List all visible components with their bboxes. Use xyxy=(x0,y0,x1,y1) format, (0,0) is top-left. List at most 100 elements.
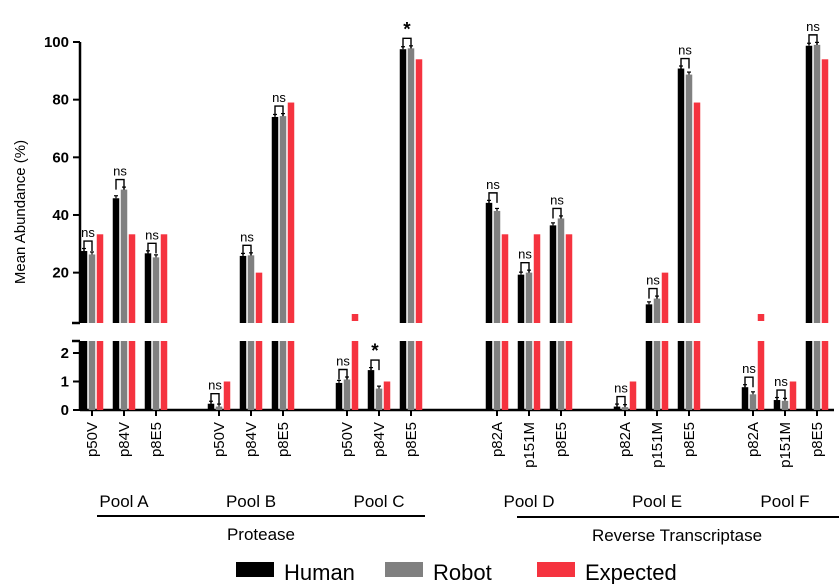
significance-bracket xyxy=(274,105,284,117)
bar xyxy=(645,304,653,323)
pool-label: Pool F xyxy=(760,492,809,511)
bar xyxy=(80,341,88,410)
bar xyxy=(407,48,415,324)
bar xyxy=(367,370,375,410)
y-tick-label: 2 xyxy=(61,345,69,362)
bar xyxy=(805,341,813,410)
significance-bracket xyxy=(648,287,658,299)
significance-label: ns xyxy=(646,273,660,288)
bar xyxy=(813,341,821,410)
bar xyxy=(549,225,557,323)
significance-label: ns xyxy=(806,19,820,34)
bar xyxy=(565,234,573,323)
bar xyxy=(383,381,391,410)
legend-swatch xyxy=(236,562,274,577)
pool-label: Pool A xyxy=(99,492,149,511)
bar xyxy=(399,49,407,324)
axes: 20 40 60 80 100 0 1 2 Mean Abundance (%) xyxy=(12,34,834,419)
pool-label: Pool B xyxy=(226,492,276,511)
bar xyxy=(112,198,120,323)
y-axis-title: Mean Abundance (%) xyxy=(12,140,29,284)
significance-bracket xyxy=(488,192,498,203)
bar xyxy=(128,234,136,323)
x-tick-label: p151M xyxy=(777,422,794,468)
bar xyxy=(207,403,215,410)
legend-label: Expected xyxy=(585,560,677,584)
bar xyxy=(677,68,685,324)
bar xyxy=(96,341,104,410)
significance-bracket xyxy=(776,389,786,401)
bar xyxy=(279,341,287,410)
bar xyxy=(415,59,423,323)
bar xyxy=(557,218,565,323)
bar xyxy=(549,341,557,410)
y-tick-label: 1 xyxy=(61,374,69,391)
bar xyxy=(399,341,407,410)
significance-bracket xyxy=(242,244,252,256)
bar xyxy=(96,234,104,323)
significance-bracket xyxy=(402,37,412,49)
y-tick-label: 80 xyxy=(52,92,69,109)
bar xyxy=(533,341,541,410)
bar xyxy=(653,341,661,410)
bar xyxy=(677,341,685,410)
significance-label: ns xyxy=(550,192,564,207)
y-tick-label: 20 xyxy=(52,265,69,282)
x-tick-label: p84V xyxy=(116,422,133,457)
significance-label: ns xyxy=(272,90,286,105)
bar xyxy=(415,341,423,410)
significance-bracket xyxy=(520,261,530,273)
bar xyxy=(621,407,629,410)
bar xyxy=(160,341,168,410)
legend-label: Robot xyxy=(433,560,492,584)
significance-bracket xyxy=(552,207,562,219)
bar xyxy=(287,341,295,410)
bar xyxy=(501,234,509,323)
legend-label: Human xyxy=(284,560,355,584)
bar xyxy=(693,341,701,410)
bar xyxy=(661,341,669,410)
bar xyxy=(128,341,136,410)
pool-label: Pool E xyxy=(632,492,682,511)
bar xyxy=(152,257,160,323)
bar xyxy=(493,341,501,410)
bar xyxy=(112,341,120,410)
significance-bracket xyxy=(616,395,626,407)
x-tick-label: p50V xyxy=(211,422,228,457)
bar xyxy=(741,387,749,410)
group-label: Reverse Transcriptase xyxy=(592,526,762,545)
significance-label: ns xyxy=(113,164,127,179)
pool-label: Pool D xyxy=(503,492,554,511)
bar xyxy=(813,44,821,324)
bar xyxy=(525,341,533,410)
significance-label: ns xyxy=(145,227,159,242)
bar xyxy=(685,341,693,410)
bar xyxy=(287,102,295,323)
y-tick-label: 60 xyxy=(52,149,69,166)
bar xyxy=(255,272,263,323)
x-tick-label: p8E5 xyxy=(681,422,698,457)
bar xyxy=(493,210,501,323)
bar xyxy=(120,189,128,323)
bar xyxy=(773,400,781,410)
x-tick-label: p50V xyxy=(339,422,356,457)
x-tick-label: p84V xyxy=(243,422,260,457)
bar xyxy=(351,314,359,321)
significance-label: ns xyxy=(81,225,95,240)
bar xyxy=(789,381,797,410)
bar xyxy=(239,341,247,410)
x-tick-label: p151M xyxy=(649,422,666,468)
bar xyxy=(501,341,509,410)
bar xyxy=(757,341,765,410)
bar xyxy=(223,381,231,410)
significance-label: * xyxy=(371,341,379,362)
bar xyxy=(565,341,573,410)
bar xyxy=(525,272,533,323)
significance-label: ns xyxy=(486,177,500,192)
bar xyxy=(661,272,669,323)
bar xyxy=(375,388,383,410)
bar xyxy=(247,341,255,410)
significance-label: ns xyxy=(240,229,254,244)
bar xyxy=(120,341,128,410)
bar xyxy=(144,341,152,410)
